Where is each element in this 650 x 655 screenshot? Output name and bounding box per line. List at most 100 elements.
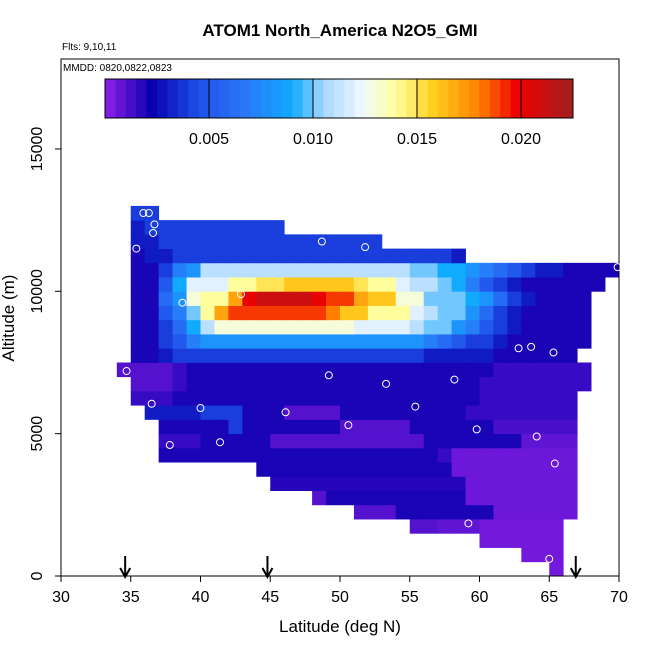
heatmap-cell	[549, 319, 564, 335]
heatmap-cell	[437, 419, 452, 435]
heatmap-cell	[186, 376, 201, 392]
heatmap-cell	[270, 362, 285, 378]
x-tick-label: 45	[261, 589, 279, 606]
heatmap-cell	[228, 277, 243, 292]
heatmap-cell	[340, 248, 355, 264]
heatmap-cell	[284, 277, 299, 292]
heatmap-cell	[353, 433, 369, 449]
heatmap-cell	[563, 433, 578, 449]
colorbar-step	[541, 79, 553, 118]
heatmap-cell	[395, 291, 411, 306]
heatmap-cell	[186, 319, 201, 335]
heatmap-cell	[535, 519, 550, 534]
heatmap-cell	[521, 291, 536, 306]
heatmap-cell	[423, 334, 439, 349]
heatmap-cell	[591, 262, 606, 278]
heatmap-cell	[256, 447, 271, 463]
heatmap-cell	[228, 319, 243, 335]
heatmap-cell	[451, 277, 466, 292]
heatmap-cell	[423, 376, 439, 392]
heatmap-cell	[172, 405, 187, 420]
heatmap-cell	[172, 291, 187, 306]
heatmap-cell	[284, 362, 299, 378]
colorbar-step	[406, 79, 418, 118]
heatmap-cell	[423, 291, 439, 306]
heatmap-cell	[172, 433, 187, 449]
marker-arrow	[119, 556, 132, 580]
observation-point	[472, 425, 481, 434]
heatmap-cell	[437, 447, 452, 463]
heatmap-cell	[200, 390, 215, 406]
heatmap-cell	[256, 348, 271, 363]
heatmap-cell	[172, 390, 187, 406]
heatmap-cell	[256, 362, 271, 378]
heatmap-cell	[395, 447, 411, 463]
heatmap-cell	[507, 334, 522, 349]
y-tick-label: 15000	[29, 127, 46, 172]
heatmap-cell	[493, 405, 508, 420]
heatmap-cell	[521, 405, 536, 420]
colorbar-step	[167, 79, 179, 118]
heatmap-cell	[423, 319, 439, 335]
heatmap-cell	[130, 277, 146, 292]
heatmap-cell	[409, 291, 425, 306]
heatmap-cell	[256, 376, 271, 392]
heatmap-cell	[353, 504, 369, 520]
heatmap-cell	[242, 419, 257, 435]
heatmap-cell	[270, 476, 285, 491]
heatmap-cell	[521, 462, 536, 477]
heatmap-cell	[172, 220, 187, 235]
colorbar-step	[105, 79, 116, 118]
heatmap-cell	[312, 390, 327, 406]
heatmap-cell	[381, 277, 397, 292]
heatmap-cell	[521, 348, 536, 363]
heatmap-cell	[465, 348, 480, 363]
heatmap-cell	[549, 348, 564, 363]
heatmap-cell	[353, 447, 369, 463]
heatmap-cell	[298, 277, 313, 292]
heatmap-cell	[535, 362, 550, 378]
heatmap-cell	[521, 390, 536, 406]
heatmap-cell	[465, 519, 480, 534]
heatmap-cell	[451, 305, 466, 321]
colorbar-step	[281, 79, 293, 118]
heatmap-cell	[172, 376, 187, 392]
heatmap-cell	[451, 447, 466, 463]
heatmap-cell	[367, 504, 383, 520]
heatmap-cell	[144, 234, 160, 250]
heatmap-cell	[577, 334, 592, 349]
heatmap-cell	[479, 462, 494, 477]
heatmap-cell	[353, 476, 369, 491]
heatmap-cell	[326, 376, 341, 392]
heatmap-cell	[298, 234, 313, 250]
heatmap-cell	[270, 390, 285, 406]
heatmap-cell	[395, 476, 411, 491]
heatmap-cell	[409, 462, 425, 477]
heatmap-cell	[228, 291, 243, 306]
heatmap-cell	[437, 334, 452, 349]
heatmap-cell	[186, 220, 201, 235]
heatmap-cell	[507, 277, 522, 292]
heatmap-cell	[367, 462, 383, 477]
heatmap-cell	[493, 476, 508, 491]
heatmap-cell	[423, 405, 439, 420]
heatmap-cell	[367, 348, 383, 363]
heatmap-cell	[242, 220, 257, 235]
heatmap-cell	[409, 305, 425, 321]
heatmap-cell	[451, 348, 466, 363]
heatmap-cell	[409, 433, 425, 449]
heatmap-cell	[535, 277, 550, 292]
heatmap-cell	[535, 348, 550, 363]
heatmap-cell	[493, 504, 508, 520]
heatmap-cell	[535, 419, 550, 435]
heatmap-cell	[521, 533, 536, 548]
heatmap-cell	[437, 348, 452, 363]
heatmap-cell	[479, 305, 494, 321]
heatmap-cell	[326, 348, 341, 363]
heatmap-cell	[340, 305, 355, 321]
observation-point	[549, 348, 558, 357]
heatmap-cell	[284, 462, 299, 477]
heatmap-cell	[144, 291, 160, 306]
heatmap-cell	[242, 376, 257, 392]
